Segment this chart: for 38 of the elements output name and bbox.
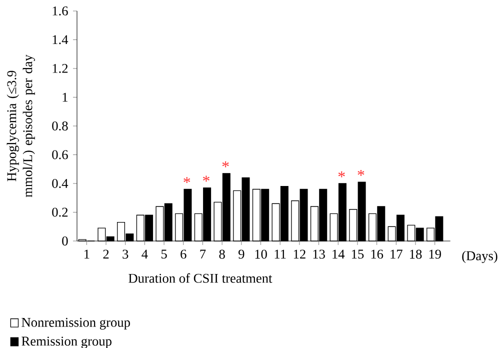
x-tick-label: 16 bbox=[371, 250, 384, 259]
y-tick-label: 0.6 bbox=[52, 150, 68, 160]
x-tick-label: 5 bbox=[161, 250, 167, 259]
x-tick-label: 9 bbox=[238, 250, 244, 259]
legend-label: Remission group bbox=[22, 336, 112, 348]
y-tick-label: 1 bbox=[62, 92, 68, 102]
x-tick-label: 8 bbox=[219, 250, 225, 259]
y-tick-label: 0.2 bbox=[52, 208, 68, 217]
x-tick-label: 6 bbox=[180, 250, 186, 259]
x-tick-label: 14 bbox=[332, 250, 345, 258]
x-tick-label: 3 bbox=[122, 250, 128, 259]
x-tick-label: 10 bbox=[255, 250, 267, 259]
x-tick-label: 1 bbox=[84, 250, 90, 258]
annotation: * bbox=[358, 170, 364, 176]
annotation: * bbox=[184, 177, 190, 184]
x-axis-title: Duration of CSII treatment bbox=[128, 273, 272, 283]
y-tick-label: 1.2 bbox=[52, 64, 68, 73]
x-tick-label: 13 bbox=[313, 250, 325, 259]
y-tick-label: 0.4 bbox=[52, 178, 68, 188]
x-tick-label: 17 bbox=[390, 250, 402, 258]
x-tick-label: 2 bbox=[103, 250, 109, 259]
x-tick-label: 4 bbox=[142, 250, 148, 258]
text: (Days) bbox=[462, 250, 498, 264]
x-tick-label: 19 bbox=[429, 250, 441, 259]
x-tick-label: 18 bbox=[410, 250, 422, 259]
y-tick-label: 0.8 bbox=[52, 121, 68, 131]
x-tick-label: 7 bbox=[200, 250, 206, 258]
y-tick-label: 0 bbox=[62, 236, 68, 246]
x-tick-label: 12 bbox=[294, 250, 306, 259]
y-tick-label: 1.4 bbox=[52, 35, 68, 44]
x-tick-label: 11 bbox=[274, 250, 286, 258]
x-tick-label: 15 bbox=[352, 250, 364, 259]
annotation: * bbox=[202, 176, 210, 182]
y-axis-title: Hypoglycemia (≤3.9 mmol/L) episodes per day bbox=[6, 54, 35, 198]
annotation: * bbox=[222, 161, 229, 168]
annotation: * bbox=[338, 171, 345, 178]
legend-label: Nonremission group bbox=[22, 318, 130, 330]
y-tick-label: 1.6 bbox=[52, 6, 68, 16]
